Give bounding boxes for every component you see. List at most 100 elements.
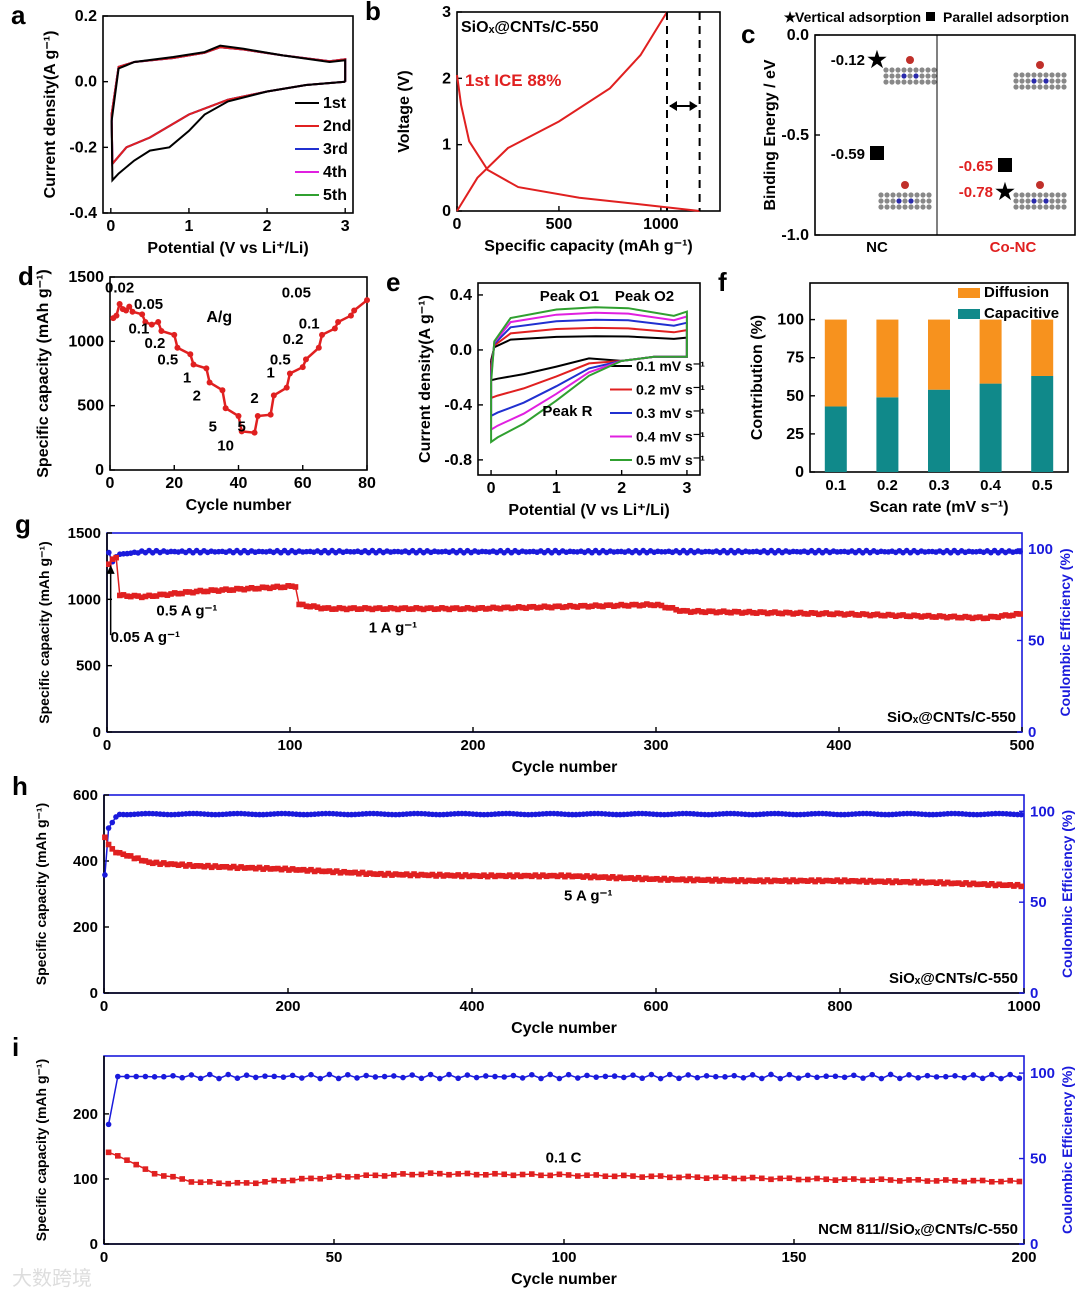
- capacity-point: [253, 865, 259, 872]
- capacity-point: [437, 871, 443, 878]
- efficiency-point: [253, 1074, 259, 1081]
- capacity-point: [486, 605, 493, 612]
- y2-axis-label: Coulombic Efficiency (%): [1059, 810, 1075, 978]
- capacity-point: [658, 602, 665, 609]
- molecule-atom: [1013, 192, 1019, 198]
- efficiency-point: [345, 1071, 351, 1078]
- data-point: [158, 328, 165, 335]
- molecule-atom: [1061, 198, 1067, 204]
- y-tick-label: 1: [442, 137, 451, 154]
- molecule-atom: [908, 204, 914, 210]
- capacity-point: [201, 588, 207, 595]
- capacity-point: [396, 871, 403, 878]
- efficiency-point: [446, 1071, 452, 1078]
- peak-label: Peak O1: [540, 288, 599, 305]
- capacity-point: [603, 602, 610, 609]
- plot-frame: [102, 15, 354, 214]
- data-point: [171, 331, 178, 338]
- capacity-point: [138, 594, 145, 601]
- capacity-point: [667, 1174, 673, 1181]
- capacity-point: [1014, 881, 1021, 888]
- capacity-point: [735, 878, 741, 885]
- capacity-point: [676, 1174, 682, 1181]
- capacity-point: [171, 590, 178, 596]
- capacity-point: [127, 853, 134, 859]
- efficiency-point: [335, 1075, 342, 1082]
- capacity-point: [378, 870, 384, 877]
- capacity-point: [519, 1171, 526, 1178]
- capacity-point: [720, 608, 727, 614]
- y-tick-label: 1000: [68, 333, 104, 350]
- capacity-point: [856, 612, 862, 618]
- data-point: [126, 303, 133, 310]
- capacity-point: [554, 873, 561, 880]
- efficiency-point: [703, 1072, 710, 1079]
- capacity-point: [621, 1172, 627, 1179]
- x-tick-label: 0.5: [1032, 477, 1053, 494]
- capacity-point: [131, 855, 138, 862]
- bar-capacitive: [824, 406, 847, 472]
- capacity-point: [358, 606, 365, 612]
- capacity-point: [581, 602, 588, 609]
- molecule-atom: [931, 73, 937, 79]
- molecule-atom: [890, 192, 896, 198]
- efficiency-point: [906, 1072, 912, 1078]
- capacity-point: [540, 872, 546, 878]
- efficiency-point: [381, 1073, 388, 1080]
- data-point: [219, 387, 226, 394]
- capacity-point: [275, 865, 281, 872]
- capacity-point: [841, 1176, 848, 1183]
- capacity-point: [694, 1174, 701, 1181]
- capacity-point: [376, 605, 383, 611]
- capacity-point: [863, 611, 870, 618]
- capacity-point: [878, 612, 884, 619]
- category-label: Co-NC: [990, 239, 1037, 256]
- x-tick-label: 200: [460, 737, 485, 754]
- y2-tick-label: 0: [1030, 1236, 1038, 1253]
- capacity-point: [922, 613, 928, 619]
- capacity-point: [225, 1180, 231, 1187]
- capacity-point: [764, 610, 771, 617]
- data-point: [347, 312, 354, 319]
- capacity-point: [175, 590, 182, 597]
- capacity-point: [657, 877, 664, 883]
- efficiency-point: [197, 1075, 204, 1082]
- capacity-point: [234, 1179, 241, 1186]
- capacity-point: [805, 1176, 811, 1183]
- capacity-point: [687, 609, 694, 615]
- molecule-atom: [901, 73, 907, 79]
- capacity-point: [142, 1166, 149, 1172]
- molecule-atom: [901, 181, 909, 189]
- capacity-point: [768, 609, 775, 616]
- panel-letter: d: [18, 261, 34, 291]
- capacity-point: [332, 606, 339, 612]
- capacity-point: [775, 878, 782, 884]
- capacity-point: [666, 605, 672, 611]
- capacity-point: [241, 586, 248, 593]
- capacity-point: [501, 604, 507, 611]
- capacity-point: [698, 877, 704, 883]
- capacity-point: [622, 602, 628, 609]
- y-tick-label: 1000: [68, 591, 101, 608]
- capacity-point: [356, 870, 362, 877]
- efficiency-point: [161, 1073, 167, 1080]
- molecule-atom: [1043, 78, 1049, 84]
- capacity-point: [760, 878, 767, 885]
- efficiency-point: [102, 872, 108, 878]
- value-label: -0.59: [831, 146, 865, 163]
- capacity-point: [970, 880, 977, 887]
- capacity-point: [292, 584, 299, 590]
- capacity-point: [841, 612, 848, 618]
- efficiency-point: [188, 1072, 195, 1078]
- capacity-point: [823, 610, 829, 616]
- efficiency-point: [713, 1073, 719, 1080]
- molecule-atom: [1055, 192, 1061, 198]
- bar-capacitive: [979, 383, 1002, 472]
- panel-letter: g: [15, 509, 31, 539]
- molecule-atom: [926, 204, 932, 210]
- molecule-atom: [1055, 204, 1061, 210]
- series-line-charge: [456, 11, 668, 212]
- capacity-point: [345, 1174, 351, 1180]
- capacity-point: [1016, 1178, 1023, 1185]
